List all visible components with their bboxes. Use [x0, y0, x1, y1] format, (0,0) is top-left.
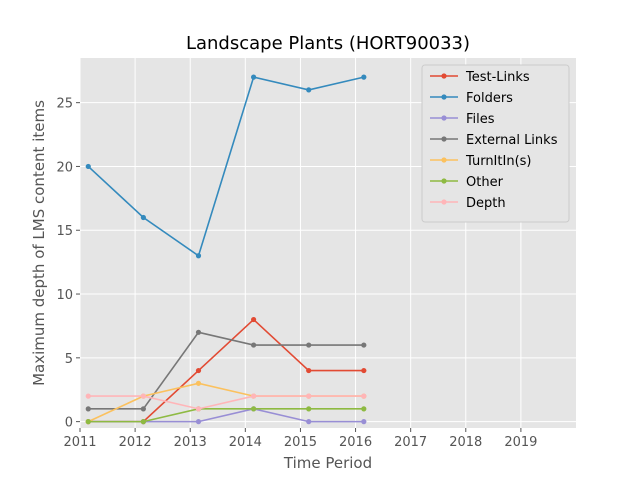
legend-label: Other [466, 175, 504, 190]
x-axis-label: Time Period [283, 454, 372, 472]
legend-marker [441, 199, 447, 205]
data-point-external-links [251, 342, 257, 348]
legend-marker [441, 73, 447, 79]
data-point-depth [195, 406, 202, 412]
data-point-folders [85, 163, 91, 170]
data-point-external-links [306, 342, 312, 348]
legend-marker [441, 136, 447, 142]
y-axis-label: Maximum depth of LMS content items [30, 100, 48, 386]
data-point-external-links [195, 329, 202, 335]
x-tick-label: 2019 [504, 435, 537, 450]
legend-box [421, 64, 570, 223]
data-point-other [85, 419, 91, 425]
y-tick-label: 25 [56, 97, 73, 112]
data-point-folders [140, 214, 146, 221]
y-axis-ticks: 0 5 10 15 20 25 [56, 97, 80, 431]
x-tick-label: 2014 [229, 435, 262, 450]
legend-marker [441, 115, 447, 121]
legend: Test-Links Folders Files External Links Turn… [421, 64, 570, 223]
data-point-depth [361, 393, 367, 399]
y-tick-label: 15 [56, 224, 73, 239]
data-point-files [306, 419, 312, 425]
legend-marker [441, 178, 447, 184]
y-tick-label: 0 [65, 416, 73, 431]
x-axis-ticks: 2011 2012 2013 2014 2015 2016 2017 2018 2019 [63, 428, 537, 450]
y-tick-label: 20 [56, 160, 73, 175]
legend-label: Files [466, 112, 495, 127]
x-tick-label: 2017 [394, 435, 427, 450]
data-point-external-links [85, 406, 91, 412]
x-tick-label: 2015 [284, 435, 317, 450]
data-point-other [361, 406, 367, 412]
legend-marker [441, 94, 447, 100]
data-point-test-links [361, 367, 367, 374]
data-point-folders [251, 74, 257, 80]
data-point-depth [85, 393, 91, 399]
data-point-test-links [306, 367, 312, 374]
legend-label: Test-Links [465, 70, 530, 85]
x-tick-label: 2011 [63, 435, 96, 450]
series-depth [85, 393, 367, 412]
y-tick-label: 5 [65, 352, 73, 367]
data-point-other [140, 419, 146, 425]
data-point-turnitin-s [195, 380, 202, 386]
data-point-external-links [140, 406, 146, 412]
series-external-links [85, 329, 367, 412]
x-tick-label: 2012 [119, 435, 152, 450]
data-point-folders [195, 253, 202, 259]
data-point-folders [361, 74, 367, 80]
series-line-depth [88, 395, 364, 410]
x-tick-label: 2013 [174, 435, 207, 450]
legend-label: Folders [466, 91, 513, 106]
y-tick-label: 10 [56, 288, 73, 303]
legend-label: External Links [466, 133, 558, 148]
data-point-files [195, 419, 202, 425]
data-point-depth [140, 393, 146, 399]
data-point-depth [306, 393, 312, 399]
data-point-test-links [195, 367, 202, 374]
data-point-folders [306, 87, 312, 93]
series-group [85, 74, 367, 425]
data-point-other [251, 406, 257, 412]
data-point-other [306, 406, 312, 412]
legend-marker [441, 157, 447, 163]
series-line-external-links [88, 331, 364, 410]
series-folders [85, 74, 367, 259]
x-tick-label: 2018 [449, 435, 482, 450]
data-point-external-links [361, 342, 367, 348]
chart-title: Landscape Plants (HORT90033) [186, 33, 470, 54]
data-point-files [361, 419, 367, 425]
legend-label: TurnItIn(s) [465, 154, 531, 169]
data-point-depth [251, 393, 257, 399]
series-line-folders [87, 76, 365, 258]
legend-label: Depth [466, 196, 506, 211]
data-point-test-links [251, 316, 257, 323]
series-line-other [88, 408, 364, 423]
x-tick-label: 2016 [339, 435, 372, 450]
